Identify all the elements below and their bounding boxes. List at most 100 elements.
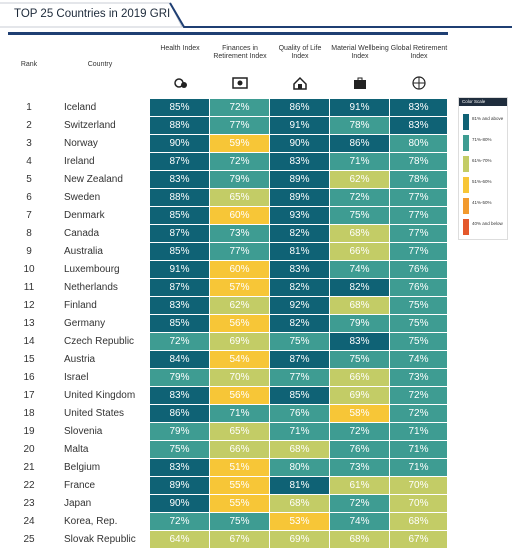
score-cell: 74% [330, 513, 390, 531]
score-cell: 72% [330, 423, 390, 441]
column-icon [412, 76, 426, 90]
score-cell: 79% [330, 315, 390, 333]
country: United Kingdom [64, 390, 136, 401]
score-cell: 77% [270, 369, 330, 387]
score-cell: 83% [270, 153, 330, 171]
score-cell: 66% [210, 441, 270, 459]
score-cell: 67% [390, 531, 448, 549]
score-cell: 74% [390, 351, 448, 369]
score-cell: 86% [150, 405, 210, 423]
score-cell: 87% [150, 279, 210, 297]
score-cell: 61% [330, 477, 390, 495]
score-cell: 85% [150, 207, 210, 225]
score-cell: 74% [330, 261, 390, 279]
score-cell: 83% [390, 117, 448, 135]
score-cell: 82% [270, 279, 330, 297]
title: TOP 25 Countries in 2019 GRI [14, 8, 171, 20]
score-cell: 58% [330, 405, 390, 423]
score-cell: 71% [210, 405, 270, 423]
scale-label: 41%-50% [472, 200, 492, 205]
score-cell: 81% [270, 477, 330, 495]
country: Netherlands [64, 282, 118, 293]
rank: 24 [23, 516, 35, 527]
score-cell: 68% [330, 531, 390, 549]
score-cell: 75% [390, 333, 448, 351]
rank: 8 [26, 228, 32, 239]
score-cell: 89% [270, 189, 330, 207]
scale-swatch [463, 156, 469, 172]
country: Switzerland [64, 120, 116, 131]
score-cell: 71% [390, 459, 448, 477]
score-cell: 75% [390, 315, 448, 333]
color-scale-title: Color Scale [459, 98, 507, 106]
score-cell: 75% [330, 351, 390, 369]
country: France [64, 480, 96, 491]
score-cell: 62% [210, 297, 270, 315]
score-cell: 77% [390, 225, 448, 243]
score-cell: 68% [270, 441, 330, 459]
country: Germany [64, 318, 106, 329]
score-cell: 76% [390, 279, 448, 297]
country: Denmark [64, 210, 105, 221]
score-cell: 86% [270, 99, 330, 117]
score-cell: 78% [390, 171, 448, 189]
score-cell: 83% [150, 171, 210, 189]
score-cell: 75% [330, 207, 390, 225]
country: United States [64, 408, 125, 419]
scale-swatch [463, 219, 469, 235]
score-cell: 71% [270, 423, 330, 441]
country: Finland [64, 300, 97, 311]
score-cell: 79% [150, 423, 210, 441]
score-cell: 71% [390, 441, 448, 459]
score-cell: 75% [390, 297, 448, 315]
scale-label: 40% and below [472, 221, 503, 226]
rank: 10 [23, 264, 35, 275]
score-cell: 62% [330, 171, 390, 189]
scale-label: 71%-80% [472, 137, 492, 142]
score-cell: 72% [210, 153, 270, 171]
score-cell: 87% [150, 153, 210, 171]
score-cell: 90% [270, 135, 330, 153]
score-cell: 72% [150, 513, 210, 531]
score-cell: 83% [150, 387, 210, 405]
score-cell: 89% [270, 171, 330, 189]
score-cell: 86% [330, 135, 390, 153]
column-header: Quality of Life Index [278, 45, 322, 60]
score-cell: 82% [330, 279, 390, 297]
score-cell: 79% [210, 171, 270, 189]
score-cell: 54% [210, 351, 270, 369]
rank: 20 [23, 444, 35, 455]
column-icon [354, 77, 366, 89]
score-cell: 79% [150, 369, 210, 387]
country: Slovenia [64, 426, 103, 437]
scale-label: 81% and above [472, 116, 504, 121]
score-cell: 83% [390, 99, 448, 117]
score-cell: 55% [210, 477, 270, 495]
country: Ireland [64, 156, 95, 167]
score-cell: 88% [150, 117, 210, 135]
rank: 18 [23, 408, 35, 419]
score-cell: 69% [330, 387, 390, 405]
country: Norway [64, 138, 98, 149]
rank: 2 [26, 120, 32, 131]
score-cell: 78% [390, 153, 448, 171]
rank: 22 [23, 480, 35, 491]
score-cell: 68% [390, 513, 448, 531]
score-cell: 85% [150, 99, 210, 117]
rank: 11 [23, 282, 35, 293]
score-cell: 73% [390, 369, 448, 387]
score-cell: 75% [210, 513, 270, 531]
column-header: Country [87, 61, 113, 68]
title-tab [0, 2, 512, 28]
score-cell: 70% [210, 369, 270, 387]
rank: 15 [23, 354, 35, 365]
column-icon [232, 77, 248, 89]
score-cell: 78% [330, 117, 390, 135]
country: New Zealand [64, 174, 123, 185]
score-cell: 59% [210, 135, 270, 153]
score-cell: 51% [210, 459, 270, 477]
rank: 9 [26, 246, 32, 257]
country: Slovak Republic [64, 534, 136, 545]
score-cell: 68% [330, 297, 390, 315]
score-cell: 75% [150, 441, 210, 459]
